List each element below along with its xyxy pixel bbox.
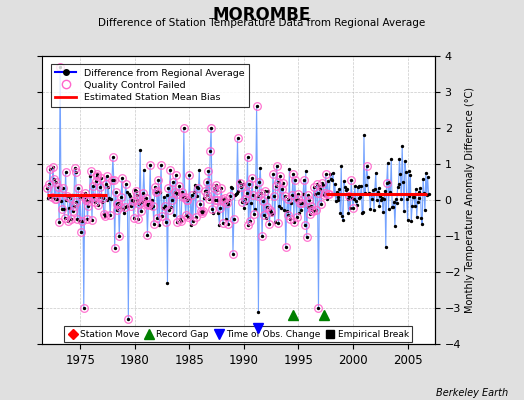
Legend: Station Move, Record Gap, Time of Obs. Change, Empirical Break: Station Move, Record Gap, Time of Obs. C…	[64, 326, 412, 342]
Text: Difference of Station Temperature Data from Regional Average: Difference of Station Temperature Data f…	[99, 18, 425, 28]
Text: Berkeley Earth: Berkeley Earth	[436, 388, 508, 398]
Text: MOROMBE: MOROMBE	[213, 6, 311, 24]
Y-axis label: Monthly Temperature Anomaly Difference (°C): Monthly Temperature Anomaly Difference (…	[465, 87, 475, 313]
